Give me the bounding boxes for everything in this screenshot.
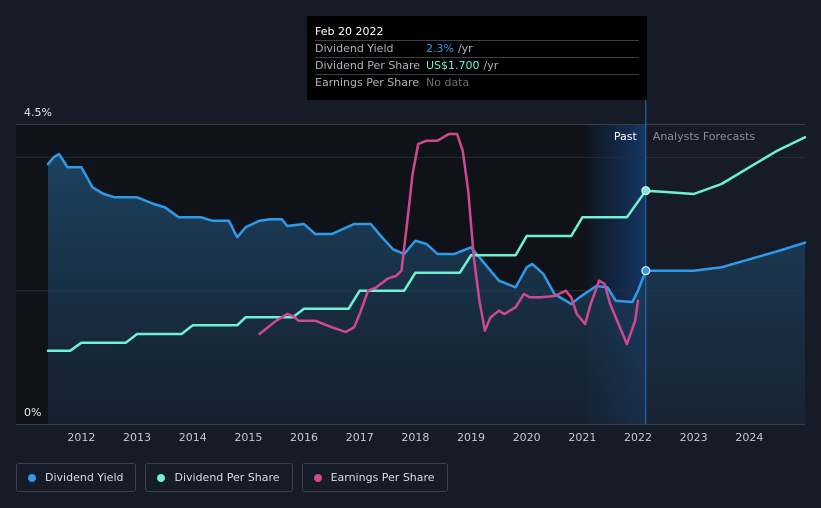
x-tick-label: 2016 — [290, 431, 318, 444]
tooltip-value: US$1.700 — [426, 59, 480, 72]
chart-legend: Dividend Yield Dividend Per Share Earnin… — [16, 463, 448, 492]
earnings-per-share-line — [258, 132, 640, 346]
tooltip-row-earnings-per-share: Earnings Per Share No data — [315, 74, 639, 91]
legend-label: Dividend Yield — [45, 471, 124, 484]
dividend-yield-marker — [641, 266, 651, 276]
x-tick-label: 2017 — [346, 431, 374, 444]
legend-item-dividend-per-share[interactable]: Dividend Per Share — [145, 463, 293, 492]
tooltip-value: 2.3% — [426, 42, 454, 55]
x-tick-label: 2014 — [179, 431, 207, 444]
x-tick-label: 2018 — [401, 431, 429, 444]
legend-label: Earnings Per Share — [330, 471, 435, 484]
legend-item-dividend-yield[interactable]: Dividend Yield — [16, 463, 137, 492]
legend-dot — [157, 473, 166, 482]
tooltip-label: Earnings Per Share — [315, 76, 420, 89]
x-tick-label: 2013 — [123, 431, 151, 444]
dividend-per-share-marker — [641, 186, 651, 196]
legend-label: Dividend Per Share — [174, 471, 280, 484]
x-tick-label: 2015 — [234, 431, 262, 444]
y-tick-label: 0% — [24, 406, 41, 419]
dividend-yield-line — [46, 152, 807, 306]
x-tick-label: 2020 — [513, 431, 541, 444]
x-tick-label: 2012 — [67, 431, 95, 444]
legend-dot — [28, 473, 36, 482]
tooltip-label: Dividend Per Share — [315, 59, 421, 72]
forecast-label: Analysts Forecasts — [653, 130, 756, 143]
x-tick-label: 2022 — [624, 431, 652, 444]
y-tick-label: 4.5% — [24, 106, 52, 119]
dividend-per-share-line — [46, 136, 807, 352]
tooltip-date: Feb 20 2022 — [315, 25, 384, 38]
past-label: Past — [614, 130, 638, 143]
data-tooltip: Feb 20 2022 Dividend Yield 2.3% /yr Divi… — [307, 16, 647, 100]
x-tick-label: 2024 — [735, 431, 763, 444]
legend-item-earnings-per-share[interactable]: Earnings Per Share — [301, 463, 448, 492]
tooltip-row-dividend-per-share: Dividend Per Share US$1.700 /yr — [315, 57, 639, 74]
tooltip-value: No data — [426, 76, 470, 89]
tooltip-unit: /yr — [457, 42, 473, 55]
tooltip-label: Dividend Yield — [315, 42, 394, 55]
x-tick-label: 2019 — [457, 431, 485, 444]
dividend-yield-area — [48, 154, 805, 424]
legend-dot — [313, 473, 322, 482]
x-tick-label: 2021 — [568, 431, 596, 444]
x-tick-label: 2023 — [680, 431, 708, 444]
tooltip-unit: /yr — [483, 59, 499, 72]
tooltip-row-dividend-yield: Dividend Yield 2.3% /yr — [315, 40, 639, 57]
